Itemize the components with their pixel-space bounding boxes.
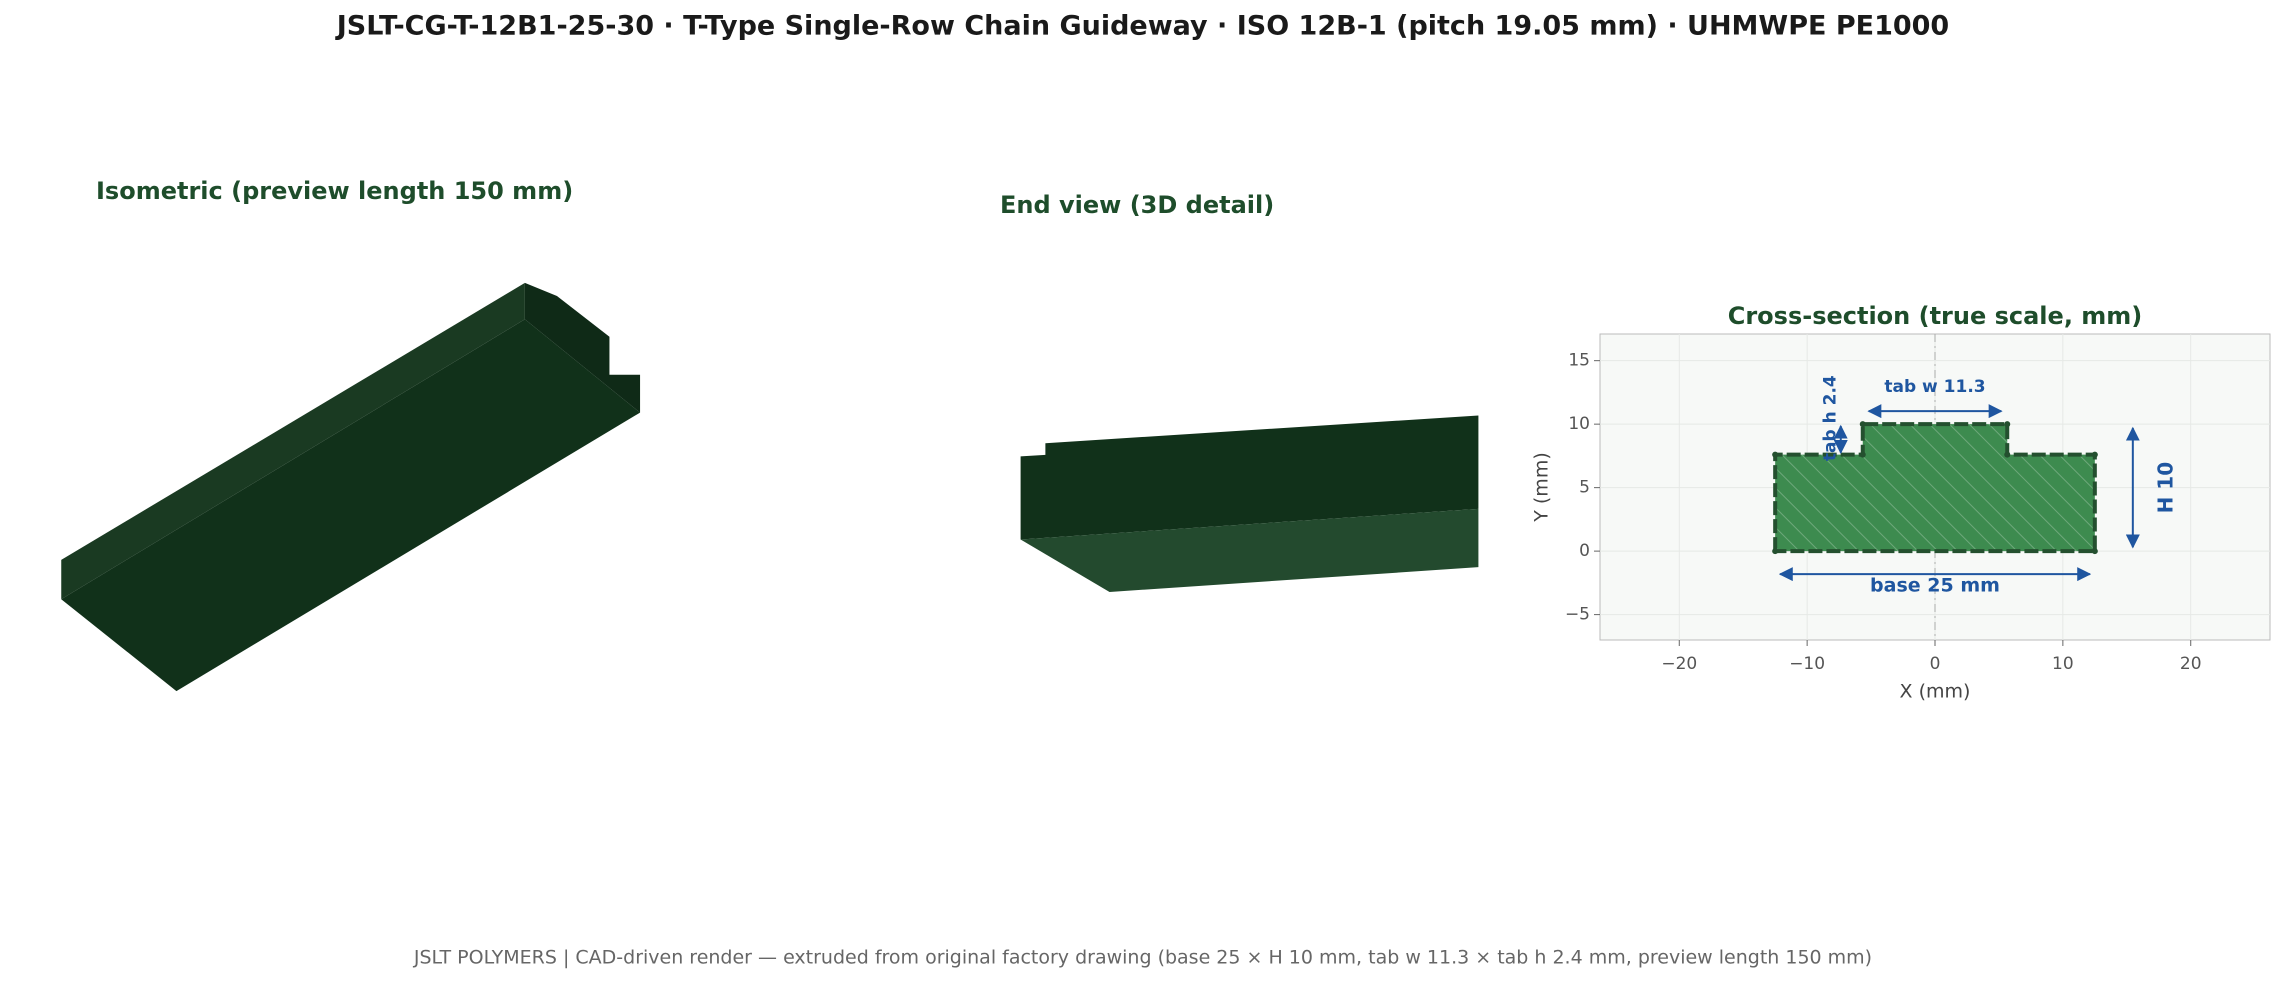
x-tick-label: −10 — [1789, 654, 1825, 674]
vertex — [2091, 451, 2098, 458]
y-tick-label: 5 — [1579, 478, 1590, 498]
x-tick-label: 0 — [1930, 654, 1941, 674]
panel-title: End view (3D detail) — [1000, 191, 1274, 219]
chart-title: Cross-section (true scale, mm) — [1728, 302, 2143, 330]
page-title: JSLT-CG-T-12B1-25-30 · T-Type Single-Row… — [335, 11, 1949, 42]
end-view-render — [1020, 415, 1479, 592]
cross-section-outline — [1773, 422, 2097, 554]
x-tick-label: 10 — [2052, 654, 2074, 674]
vertex — [1772, 451, 1779, 458]
y-tick-label: −5 — [1565, 605, 1590, 625]
isometric-render — [61, 282, 641, 692]
x-tick-label: −20 — [1661, 654, 1697, 674]
vertex — [1772, 548, 1779, 555]
x-tick-label: 20 — [2180, 654, 2202, 674]
footer: JSLT POLYMERS | CAD-driven render — extr… — [413, 947, 1872, 969]
x-axis-label: X (mm) — [1900, 681, 1971, 703]
vertex — [2004, 451, 2011, 458]
dimension-label: H 10 — [2153, 462, 2177, 514]
vertex — [1859, 421, 1866, 428]
dimension-label: tab h 2.4 — [1821, 375, 1841, 461]
y-axis-label: Y (mm) — [1531, 452, 1553, 523]
vertex — [1859, 451, 1866, 458]
vertex — [2091, 548, 2098, 555]
dimension-label: base 25 mm — [1870, 575, 2000, 597]
y-tick-label: 0 — [1579, 541, 1590, 561]
y-tick-label: 10 — [1568, 414, 1590, 434]
vertex — [2004, 421, 2011, 428]
dimension-label: tab w 11.3 — [1884, 377, 1985, 397]
panel-title: Isometric (preview length 150 mm) — [96, 177, 573, 205]
y-tick-label: 15 — [1568, 351, 1590, 371]
